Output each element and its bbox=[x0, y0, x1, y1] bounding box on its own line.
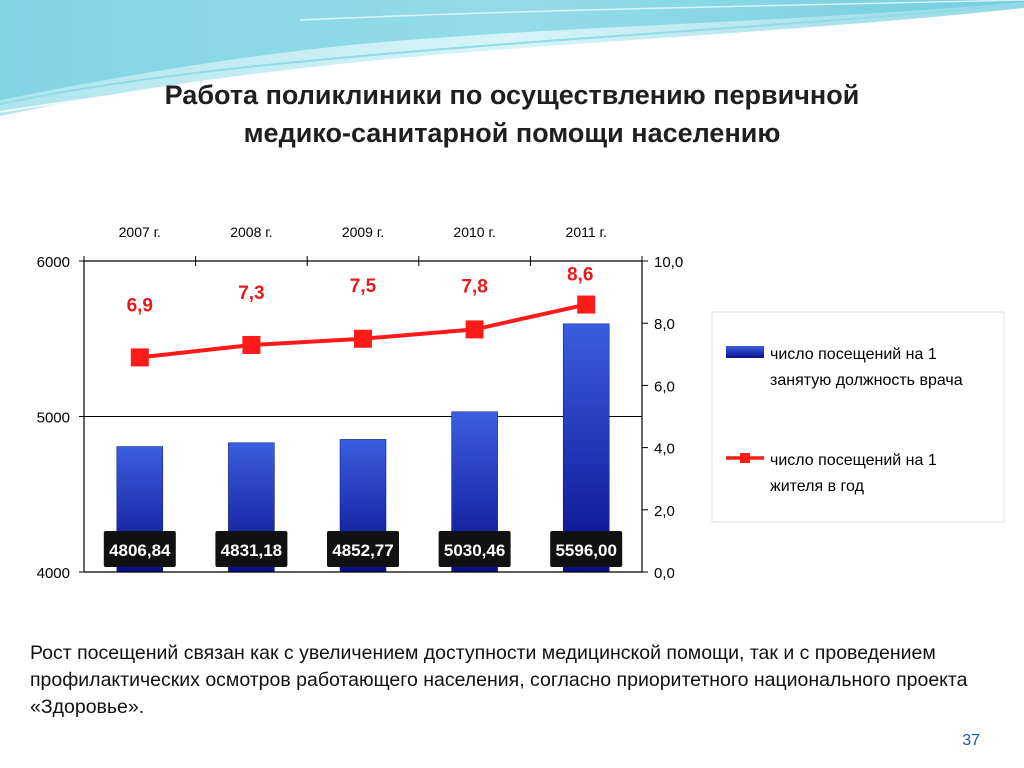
page-number: 37 bbox=[962, 732, 980, 749]
bar-data-label: 5596,00 bbox=[550, 531, 623, 567]
bar-data-label-text: 4852,77 bbox=[332, 541, 393, 560]
x-tick-label: 2009 г. bbox=[342, 224, 384, 240]
y-right-tick-label: 10,0 bbox=[654, 254, 683, 271]
line-marker bbox=[130, 348, 149, 367]
bar-data-label-box bbox=[103, 531, 176, 567]
y-left-tick-label: 4000 bbox=[37, 565, 70, 582]
line-data-label: 8,6 bbox=[567, 265, 593, 286]
axes: 2007 г. 2008 г. 2009 г. 2010 г. 2011 г. 4000 5… bbox=[37, 224, 684, 582]
line-marker bbox=[577, 295, 596, 314]
bar-data-label-text: 5596,00 bbox=[555, 541, 616, 560]
bar-data-label-box bbox=[327, 531, 399, 567]
bar-data-label-box bbox=[550, 531, 623, 567]
bar-data-label-text: 4806,84 bbox=[109, 541, 171, 560]
bar-data-label: 5030,46 bbox=[438, 531, 511, 567]
y-right-tick-label: 6,0 bbox=[654, 378, 675, 395]
line-data-label: 6,9 bbox=[127, 295, 153, 316]
y-right-tick-label: 8,0 bbox=[654, 316, 675, 333]
bar-data-label-text: 4831,18 bbox=[221, 541, 282, 560]
line-marker bbox=[242, 335, 261, 354]
bar bbox=[562, 323, 610, 573]
line-series bbox=[130, 295, 596, 367]
x-tick-label: 2010 г. bbox=[453, 224, 495, 240]
legend-label-line-line1: число посещений на 1 bbox=[770, 452, 937, 469]
y-right-tick-label: 0,0 bbox=[654, 565, 675, 582]
line-marker bbox=[465, 320, 484, 339]
data-labels: 6,9 7,3 7,5 7,8 8,6 4806,84 4831,18 4852,77 5030… bbox=[103, 265, 623, 567]
bar-data-label: 4831,18 bbox=[215, 531, 288, 567]
page-title: Работа поликлиники по осуществлению перв… bbox=[0, 76, 1024, 152]
page-title-line-2: медико-санитарной помощи населению bbox=[243, 118, 781, 148]
legend-bar-swatch bbox=[726, 346, 764, 358]
bar-data-label-box bbox=[438, 531, 511, 567]
chart: 2007 г. 2008 г. 2009 г. 2010 г. 2011 г. 4000 5… bbox=[37, 224, 1005, 582]
x-tick-label: 2011 г. bbox=[566, 224, 607, 240]
x-tick-label: 2007 г. bbox=[119, 224, 161, 240]
y-left-tick-label: 5000 bbox=[37, 410, 70, 427]
x-tick-label: 2008 г. bbox=[230, 224, 272, 240]
bar-data-label-text: 5030,46 bbox=[444, 541, 505, 560]
legend-line-marker bbox=[740, 453, 750, 463]
y-left-tick-label: 6000 bbox=[37, 254, 70, 271]
bar-data-label-box bbox=[215, 531, 288, 567]
legend: число посещений на 1 занятую должность вр… bbox=[711, 311, 1005, 523]
bar-data-label: 4806,84 bbox=[103, 531, 176, 567]
legend-label-bars-line2: занятую должность врача bbox=[770, 372, 963, 389]
line-data-label: 7,8 bbox=[461, 276, 487, 297]
body-text: Рост посещений связан как с увеличением … bbox=[30, 642, 968, 718]
bar-data-label: 4852,77 bbox=[327, 531, 399, 567]
legend-label-bars-line1: число посещений на 1 bbox=[770, 346, 937, 363]
legend-label-line-line2: жителя в год bbox=[770, 478, 865, 495]
line-data-label: 7,5 bbox=[350, 276, 377, 297]
page-title-line-1: Работа поликлиники по осуществлению перв… bbox=[164, 80, 860, 110]
y-right-tick-label: 4,0 bbox=[654, 441, 675, 458]
header-wave-decoration bbox=[0, 0, 1024, 116]
line-marker bbox=[354, 329, 372, 348]
line-data-label: 7,3 bbox=[238, 283, 264, 304]
y-right-tick-label: 2,0 bbox=[654, 503, 675, 520]
